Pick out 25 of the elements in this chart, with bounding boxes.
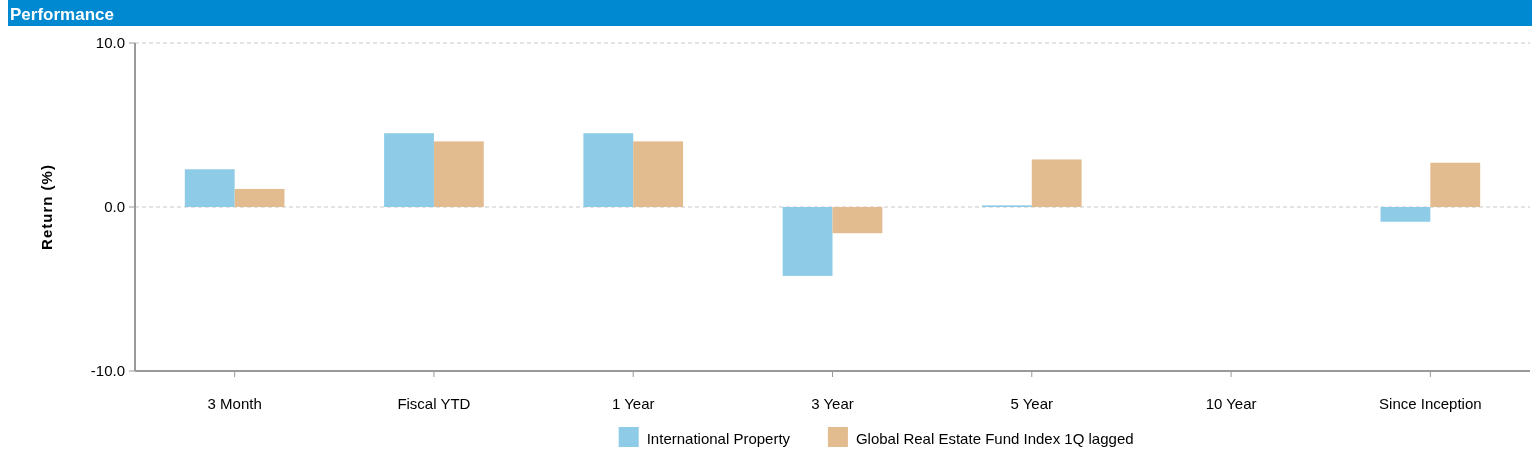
legend-label: International Property [646,430,791,447]
x-tick-label: 1 Year [611,395,655,412]
bar [1430,162,1481,207]
bar [184,169,235,207]
x-tick-label: 3 Year [811,395,854,412]
x-tick-label: Fiscal YTD [397,395,471,412]
bar [234,188,285,207]
y-tick-label: 0.0 [104,198,125,216]
y-tick-label: 10.0 [95,34,125,52]
y-axis-title: Return (%) [38,164,55,250]
bar [384,133,434,207]
bar [832,207,883,234]
bar [633,141,684,207]
bar [583,133,634,207]
bar [433,141,484,207]
legend-label: Global Real Estate Fund Index 1Q lagged [855,430,1134,447]
y-tick-label: -10.0 [90,362,125,380]
x-tick-label: 10 Year [1205,395,1257,412]
x-tick-label: 5 Year [1010,395,1054,412]
bar [782,207,833,276]
bar [1031,159,1082,207]
x-tick-label: Since Inception [1379,395,1482,412]
bar [1380,207,1431,222]
chart-title: Performance [10,5,114,24]
x-tick-label: 3 Month [207,395,262,412]
